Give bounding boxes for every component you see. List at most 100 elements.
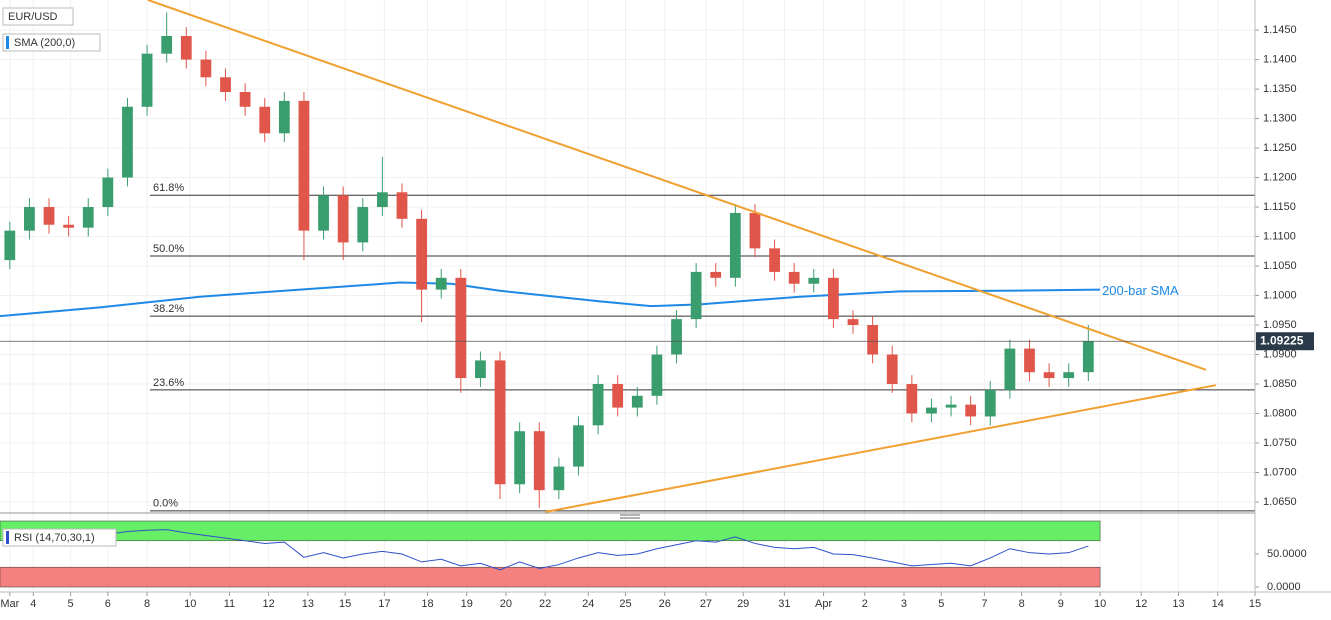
y-tick-label: 1.0900 <box>1263 348 1297 360</box>
x-tick-label: 13 <box>302 598 314 610</box>
fib-label: 38.2% <box>153 303 184 315</box>
candle-body <box>337 195 349 243</box>
candle-body <box>1082 341 1094 373</box>
candle-body <box>906 384 918 414</box>
y-tick-label: 1.0800 <box>1263 407 1297 419</box>
x-tick-label: 15 <box>1249 598 1261 610</box>
rsi-tick-label: 0.0000 <box>1267 581 1301 593</box>
candle-body <box>220 77 231 93</box>
candle-body <box>43 207 55 225</box>
x-tick-label: 10 <box>1094 598 1106 610</box>
x-tick-label: 4 <box>30 598 36 610</box>
rsi-band <box>0 566 1101 588</box>
candle-body <box>788 271 800 284</box>
y-tick-label: 1.0850 <box>1263 378 1297 390</box>
candle-body <box>1004 348 1016 390</box>
candle-body <box>828 277 839 320</box>
y-tick-label: 1.1000 <box>1263 289 1297 301</box>
legend-label: RSI (14,70,30,1) <box>14 532 95 544</box>
candle-body <box>396 192 408 219</box>
x-tick-label: 24 <box>582 598 594 610</box>
x-tick-label: 20 <box>500 598 512 610</box>
x-tick-label: Apr <box>815 598 832 610</box>
sma-line <box>0 281 1101 318</box>
candle-body <box>984 389 996 417</box>
x-tick-label: 19 <box>461 598 473 610</box>
resize-handle[interactable] <box>620 514 640 519</box>
y-tick-label: 1.1450 <box>1263 24 1297 36</box>
y-tick-label: 1.0750 <box>1263 437 1297 449</box>
rsi-tick-label: 50.0000 <box>1267 548 1307 560</box>
x-tick-label: 8 <box>144 598 150 610</box>
overlay: 1.0650 1.0700 1.0750 1.0800 1.0850 1.09001.09… <box>0 24 1314 610</box>
candle-body <box>592 384 604 426</box>
y-tick-label: 1.0650 <box>1263 496 1297 508</box>
x-tick-label: 27 <box>700 598 712 610</box>
fib-label: 50.0% <box>153 243 184 255</box>
candle-body <box>710 271 722 278</box>
x-tick-label: 6 <box>105 598 111 610</box>
x-tick-label: 13 <box>1172 598 1184 610</box>
candle-body <box>82 207 94 228</box>
y-tick-label: 1.0700 <box>1263 466 1297 478</box>
x-tick-label: 9 <box>1058 598 1064 610</box>
candle-body <box>886 354 898 384</box>
candle-body <box>102 177 114 208</box>
legend-box <box>2 33 101 52</box>
x-tick-label: 15 <box>339 598 351 610</box>
candle-body <box>239 92 251 107</box>
candle-body <box>357 207 369 243</box>
trendline <box>544 384 1216 513</box>
x-tick-label: 26 <box>659 598 671 610</box>
candle-body <box>926 407 937 414</box>
x-tick-label: 31 <box>778 598 790 610</box>
x-tick-label: 12 <box>263 598 275 610</box>
candle-body <box>24 207 35 231</box>
candle-body <box>376 192 388 208</box>
candle-body <box>298 100 310 231</box>
candle-body <box>945 404 957 408</box>
legend-box <box>2 528 117 547</box>
candle-body <box>141 53 153 107</box>
x-tick-label: 12 <box>1135 598 1147 610</box>
y-tick-label: 1.1400 <box>1263 53 1297 65</box>
x-tick-label: 2 <box>862 598 868 610</box>
fib-label: 23.6% <box>153 377 184 389</box>
candle-body <box>612 384 624 408</box>
legend-label: SMA (200,0) <box>14 37 75 49</box>
x-tick-label: 7 <box>981 598 987 610</box>
last-price-box <box>1256 332 1314 351</box>
plot: 61.8% 50.0% 38.2% 23.6% 0.0% <box>0 0 1255 588</box>
candle-body <box>63 224 75 228</box>
rsi-band <box>0 520 1101 542</box>
x-tick-label: 14 <box>1212 598 1224 610</box>
x-tick-label: 17 <box>378 598 390 610</box>
candle-body <box>769 248 780 272</box>
candle-body <box>690 271 702 320</box>
candle-body <box>435 277 447 290</box>
candle-body <box>749 212 761 249</box>
candle-body <box>161 35 173 54</box>
candle-body <box>729 212 741 278</box>
last-price-label: 1.09225 <box>1260 333 1304 347</box>
fib-label: 61.8% <box>153 182 184 194</box>
x-tick-label: 10 <box>184 598 196 610</box>
candle-body <box>122 106 133 178</box>
candle-body <box>631 395 643 408</box>
candle-body <box>553 466 565 491</box>
legend-swatch <box>6 531 9 544</box>
candle-body <box>455 277 467 379</box>
candle-body <box>1043 372 1055 379</box>
candle-body <box>494 360 506 485</box>
x-tick-label: 18 <box>421 598 433 610</box>
candle-body <box>847 319 859 326</box>
candle-body <box>573 425 584 467</box>
y-tick-label: 1.1350 <box>1263 83 1297 95</box>
candle-body <box>1024 348 1035 373</box>
legend-box <box>2 7 74 26</box>
candle-body <box>965 404 977 417</box>
candle-body <box>200 59 212 78</box>
trendline <box>147 0 1207 371</box>
x-tick-label: 25 <box>619 598 631 610</box>
